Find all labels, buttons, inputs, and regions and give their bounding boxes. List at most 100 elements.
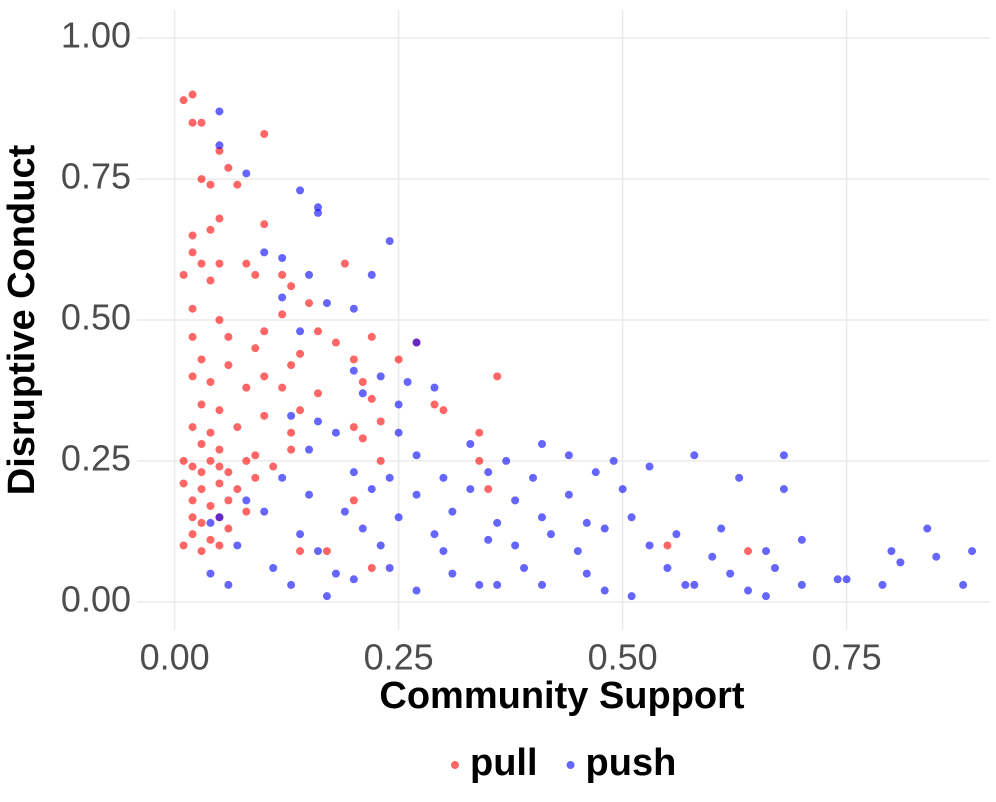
point (609, 456, 618, 465)
point (215, 146, 224, 155)
point (322, 299, 331, 308)
point (349, 304, 358, 313)
y-tick-label: 0.25 (61, 437, 131, 478)
point (278, 293, 287, 302)
point (278, 473, 287, 482)
point (197, 468, 206, 477)
point (430, 530, 439, 539)
point (188, 462, 197, 471)
point (744, 586, 753, 595)
y-tick-label: 0.00 (61, 578, 131, 619)
point (385, 473, 394, 482)
point (349, 423, 358, 432)
point (251, 473, 260, 482)
point (296, 406, 305, 415)
point (537, 513, 546, 522)
point (430, 400, 439, 409)
point (717, 524, 726, 533)
point (645, 462, 654, 471)
point (179, 541, 188, 550)
point (358, 434, 367, 443)
point (197, 175, 206, 184)
point (278, 270, 287, 279)
point (331, 428, 340, 437)
point (537, 580, 546, 589)
point (537, 440, 546, 448)
point (305, 299, 314, 308)
point (242, 259, 251, 268)
point (260, 507, 269, 516)
point (215, 479, 224, 488)
point (206, 569, 215, 578)
point (412, 490, 421, 499)
point (224, 361, 233, 370)
point (493, 580, 502, 589)
point (959, 580, 968, 589)
point (188, 496, 197, 505)
point (349, 355, 358, 364)
point (439, 473, 448, 482)
y-tick-label: 0.50 (61, 297, 131, 338)
legend-marker (451, 761, 459, 769)
point (403, 378, 412, 386)
point (206, 456, 215, 465)
point (600, 586, 609, 595)
point (564, 451, 573, 460)
point (367, 564, 376, 572)
point (484, 485, 493, 494)
legend-marker (566, 761, 575, 769)
point (305, 270, 314, 279)
point (242, 507, 251, 516)
point (627, 592, 636, 601)
point (179, 456, 188, 465)
point (968, 547, 977, 556)
point (313, 547, 322, 556)
point (224, 496, 233, 505)
point (206, 535, 215, 544)
point (188, 530, 197, 539)
point (797, 535, 806, 544)
point (188, 118, 197, 127)
point (296, 327, 305, 336)
point (206, 378, 215, 386)
point (376, 541, 385, 550)
point (260, 411, 269, 420)
point (224, 468, 233, 477)
point (197, 518, 206, 527)
point (233, 485, 242, 494)
point (188, 304, 197, 313)
point (439, 406, 448, 415)
point (322, 547, 331, 556)
point (313, 203, 322, 212)
point (349, 468, 358, 477)
x-axis-title: Community Support (379, 675, 745, 717)
point (367, 485, 376, 494)
point (305, 445, 314, 454)
point (242, 456, 251, 465)
point (215, 107, 224, 116)
point (215, 259, 224, 268)
point (367, 394, 376, 403)
point (833, 575, 842, 584)
point (681, 580, 690, 589)
point (260, 327, 269, 336)
point (349, 366, 358, 375)
point (376, 372, 385, 381)
point (529, 473, 538, 482)
point (340, 259, 349, 268)
point (260, 220, 269, 229)
point (296, 349, 305, 358)
point (466, 485, 475, 494)
x-tick-label: 0.00 (140, 637, 210, 678)
point (188, 231, 197, 240)
x-tick-label: 0.25 (364, 637, 434, 678)
point (779, 451, 788, 460)
point (269, 564, 278, 572)
point (331, 569, 340, 578)
point (744, 547, 753, 556)
point (761, 592, 770, 601)
point (394, 513, 403, 522)
point (932, 552, 941, 561)
point (224, 524, 233, 533)
point (923, 524, 932, 533)
